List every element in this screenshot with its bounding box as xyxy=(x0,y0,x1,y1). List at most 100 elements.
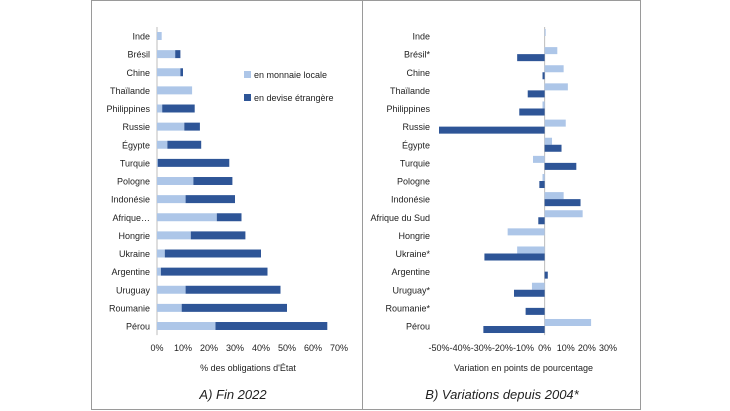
legend-swatch-foreign xyxy=(244,94,251,101)
chart-a-bar-foreign xyxy=(215,322,328,330)
chart-a-x-tick-label: 40% xyxy=(252,343,270,353)
chart-b-bar-local xyxy=(544,210,583,218)
chart-a-x-tick-label: 70% xyxy=(330,343,348,353)
legend-label-local: en monnaie locale xyxy=(254,70,327,80)
chart-b-bar-local xyxy=(533,155,545,163)
chart-a-category-label: Philippines xyxy=(106,104,150,114)
chart-a-bar-local xyxy=(157,86,193,95)
chart-b-category-label: Brésil* xyxy=(404,50,431,60)
chart-a-bar-local xyxy=(157,249,165,258)
chart-b-category-label: Argentine xyxy=(391,267,430,277)
chart-a-category-label: Hongrie xyxy=(118,231,150,241)
chart-a-category-label: Pérou xyxy=(126,322,150,332)
chart-b-x-tick-label: -30% xyxy=(471,343,492,353)
chart-b-category-label: Pérou xyxy=(406,322,430,332)
chart-b-category-label: Inde xyxy=(412,32,430,42)
chart-b-bar-foreign xyxy=(539,181,545,189)
chart-b-x-axis-label: Variation en points de pourcentage xyxy=(454,363,593,373)
chart-a-bar-local xyxy=(157,104,163,113)
chart-a-category-label: Uruguay xyxy=(116,285,151,295)
chart-a-bar-local xyxy=(157,50,176,59)
chart-b-bar-local xyxy=(542,173,545,181)
chart-a-x-tick-label: 10% xyxy=(174,343,192,353)
chart-a-bar-foreign xyxy=(216,213,242,222)
chart-b-bar-local xyxy=(544,137,553,145)
chart-a-bar-local xyxy=(157,267,161,276)
chart-b-bar-foreign xyxy=(484,253,545,261)
chart-a-bar-local xyxy=(157,231,191,240)
chart-a-bar-foreign xyxy=(162,104,195,113)
chart-b-x-tick-label: 20% xyxy=(578,343,596,353)
chart-a-bar-local xyxy=(157,68,181,77)
chart-a-bar-local xyxy=(157,158,158,167)
chart-a-bar-local xyxy=(157,122,185,131)
chart-b-bar-local xyxy=(544,192,564,200)
chart-a-category-label: Afrique… xyxy=(112,213,150,223)
chart-b-bar-local xyxy=(544,318,592,326)
chart-a-bar-foreign xyxy=(180,68,183,77)
chart-b-x-tick-label: -20% xyxy=(492,343,513,353)
chart-b-title: B) Variations depuis 2004* xyxy=(425,387,579,402)
chart-b-category-label: Égypte xyxy=(402,140,430,150)
chart-b-x-tick-label: 10% xyxy=(557,343,575,353)
chart-b-category-label: Chine xyxy=(406,68,430,78)
chart-b-bar-local xyxy=(544,28,546,36)
chart-a-bar-local xyxy=(157,195,186,204)
chart-a-category-label: Chine xyxy=(126,68,150,78)
chart-b-bar-foreign xyxy=(525,307,545,315)
chart-b-category-label: Philippines xyxy=(386,104,430,114)
chart-b-x-tick-label: 0% xyxy=(538,343,551,353)
chart-a-bar-foreign xyxy=(167,140,202,149)
chart-b-category-label: Thaïlande xyxy=(390,86,430,96)
chart-a-bar-local xyxy=(157,177,194,185)
chart-a-x-axis-label: % des obligations d'État xyxy=(200,363,296,373)
chart-b-bar-foreign xyxy=(513,289,545,297)
chart-a-x-tick-label: 60% xyxy=(304,343,322,353)
chart-b-category-label: Ukraine* xyxy=(395,249,430,259)
chart-a-category-label: Indonésie xyxy=(111,195,150,205)
chart-a-x-tick-label: 20% xyxy=(200,343,218,353)
chart-b-bar-local xyxy=(517,246,545,254)
chart-b: Inde Brésil* Chine Thaïlande Philippines Russ… xyxy=(370,26,617,373)
chart-a-x-tick-label: 30% xyxy=(226,343,244,353)
panel-b: Inde Brésil* Chine Thaïlande Philippines Russ… xyxy=(362,0,641,410)
chart-b-category-label: Afrique du Sud xyxy=(370,213,430,223)
chart-a-bar-foreign xyxy=(185,195,235,204)
chart-b-category-label: Hongrie xyxy=(398,231,430,241)
chart-b-bar-local xyxy=(542,101,545,109)
chart-b-x-tick-label: 30% xyxy=(599,343,617,353)
chart-b-bar-foreign xyxy=(542,72,545,80)
legend-swatch-local xyxy=(244,71,251,78)
legend-label-foreign: en devise étrangère xyxy=(254,93,334,103)
chart-b-x-tick-label: -50% xyxy=(428,343,449,353)
chart-a-bar-local xyxy=(157,322,216,330)
chart-a-category-label: Égypte xyxy=(122,140,150,150)
chart-b-bar-foreign xyxy=(544,199,581,207)
chart-a-category-label: Argentine xyxy=(111,267,150,277)
chart-a-bar-local xyxy=(157,32,162,40)
chart-a-category-label: Turquie xyxy=(120,158,150,168)
chart-a-bar-foreign xyxy=(164,249,261,258)
chart-a-bar-foreign xyxy=(181,303,287,312)
chart-a-title: A) Fin 2022 xyxy=(199,387,267,402)
chart-a-category-label: Ukraine xyxy=(119,249,150,259)
panel-a: Inde Brésil Chine Thaïlande Philippines Russi… xyxy=(91,0,363,410)
chart-b-category-label: Roumanie* xyxy=(385,303,430,313)
chart-a-category-label: Roumanie xyxy=(109,303,150,313)
chart-a-category-label: Pologne xyxy=(117,177,150,187)
chart-b-category-label: Indonésie xyxy=(391,195,430,205)
chart-a-bar-foreign xyxy=(184,122,200,131)
chart-b-category-label: Uruguay* xyxy=(392,285,430,295)
chart-a-category-label: Inde xyxy=(132,32,150,42)
chart-b-bar-local xyxy=(544,47,558,55)
chart-b-bar-foreign xyxy=(544,144,562,152)
chart-b-bar-foreign xyxy=(538,217,545,225)
chart-b-bar-foreign xyxy=(544,162,577,170)
chart-b-bar-foreign xyxy=(544,271,548,279)
chart-b-bar-local xyxy=(544,83,568,91)
chart-b-x-tick-label: -10% xyxy=(513,343,534,353)
chart-a: Inde Brésil Chine Thaïlande Philippines Russi… xyxy=(106,26,348,373)
chart-a-bar-foreign xyxy=(160,267,268,276)
chart-b-bar-foreign xyxy=(439,126,545,134)
